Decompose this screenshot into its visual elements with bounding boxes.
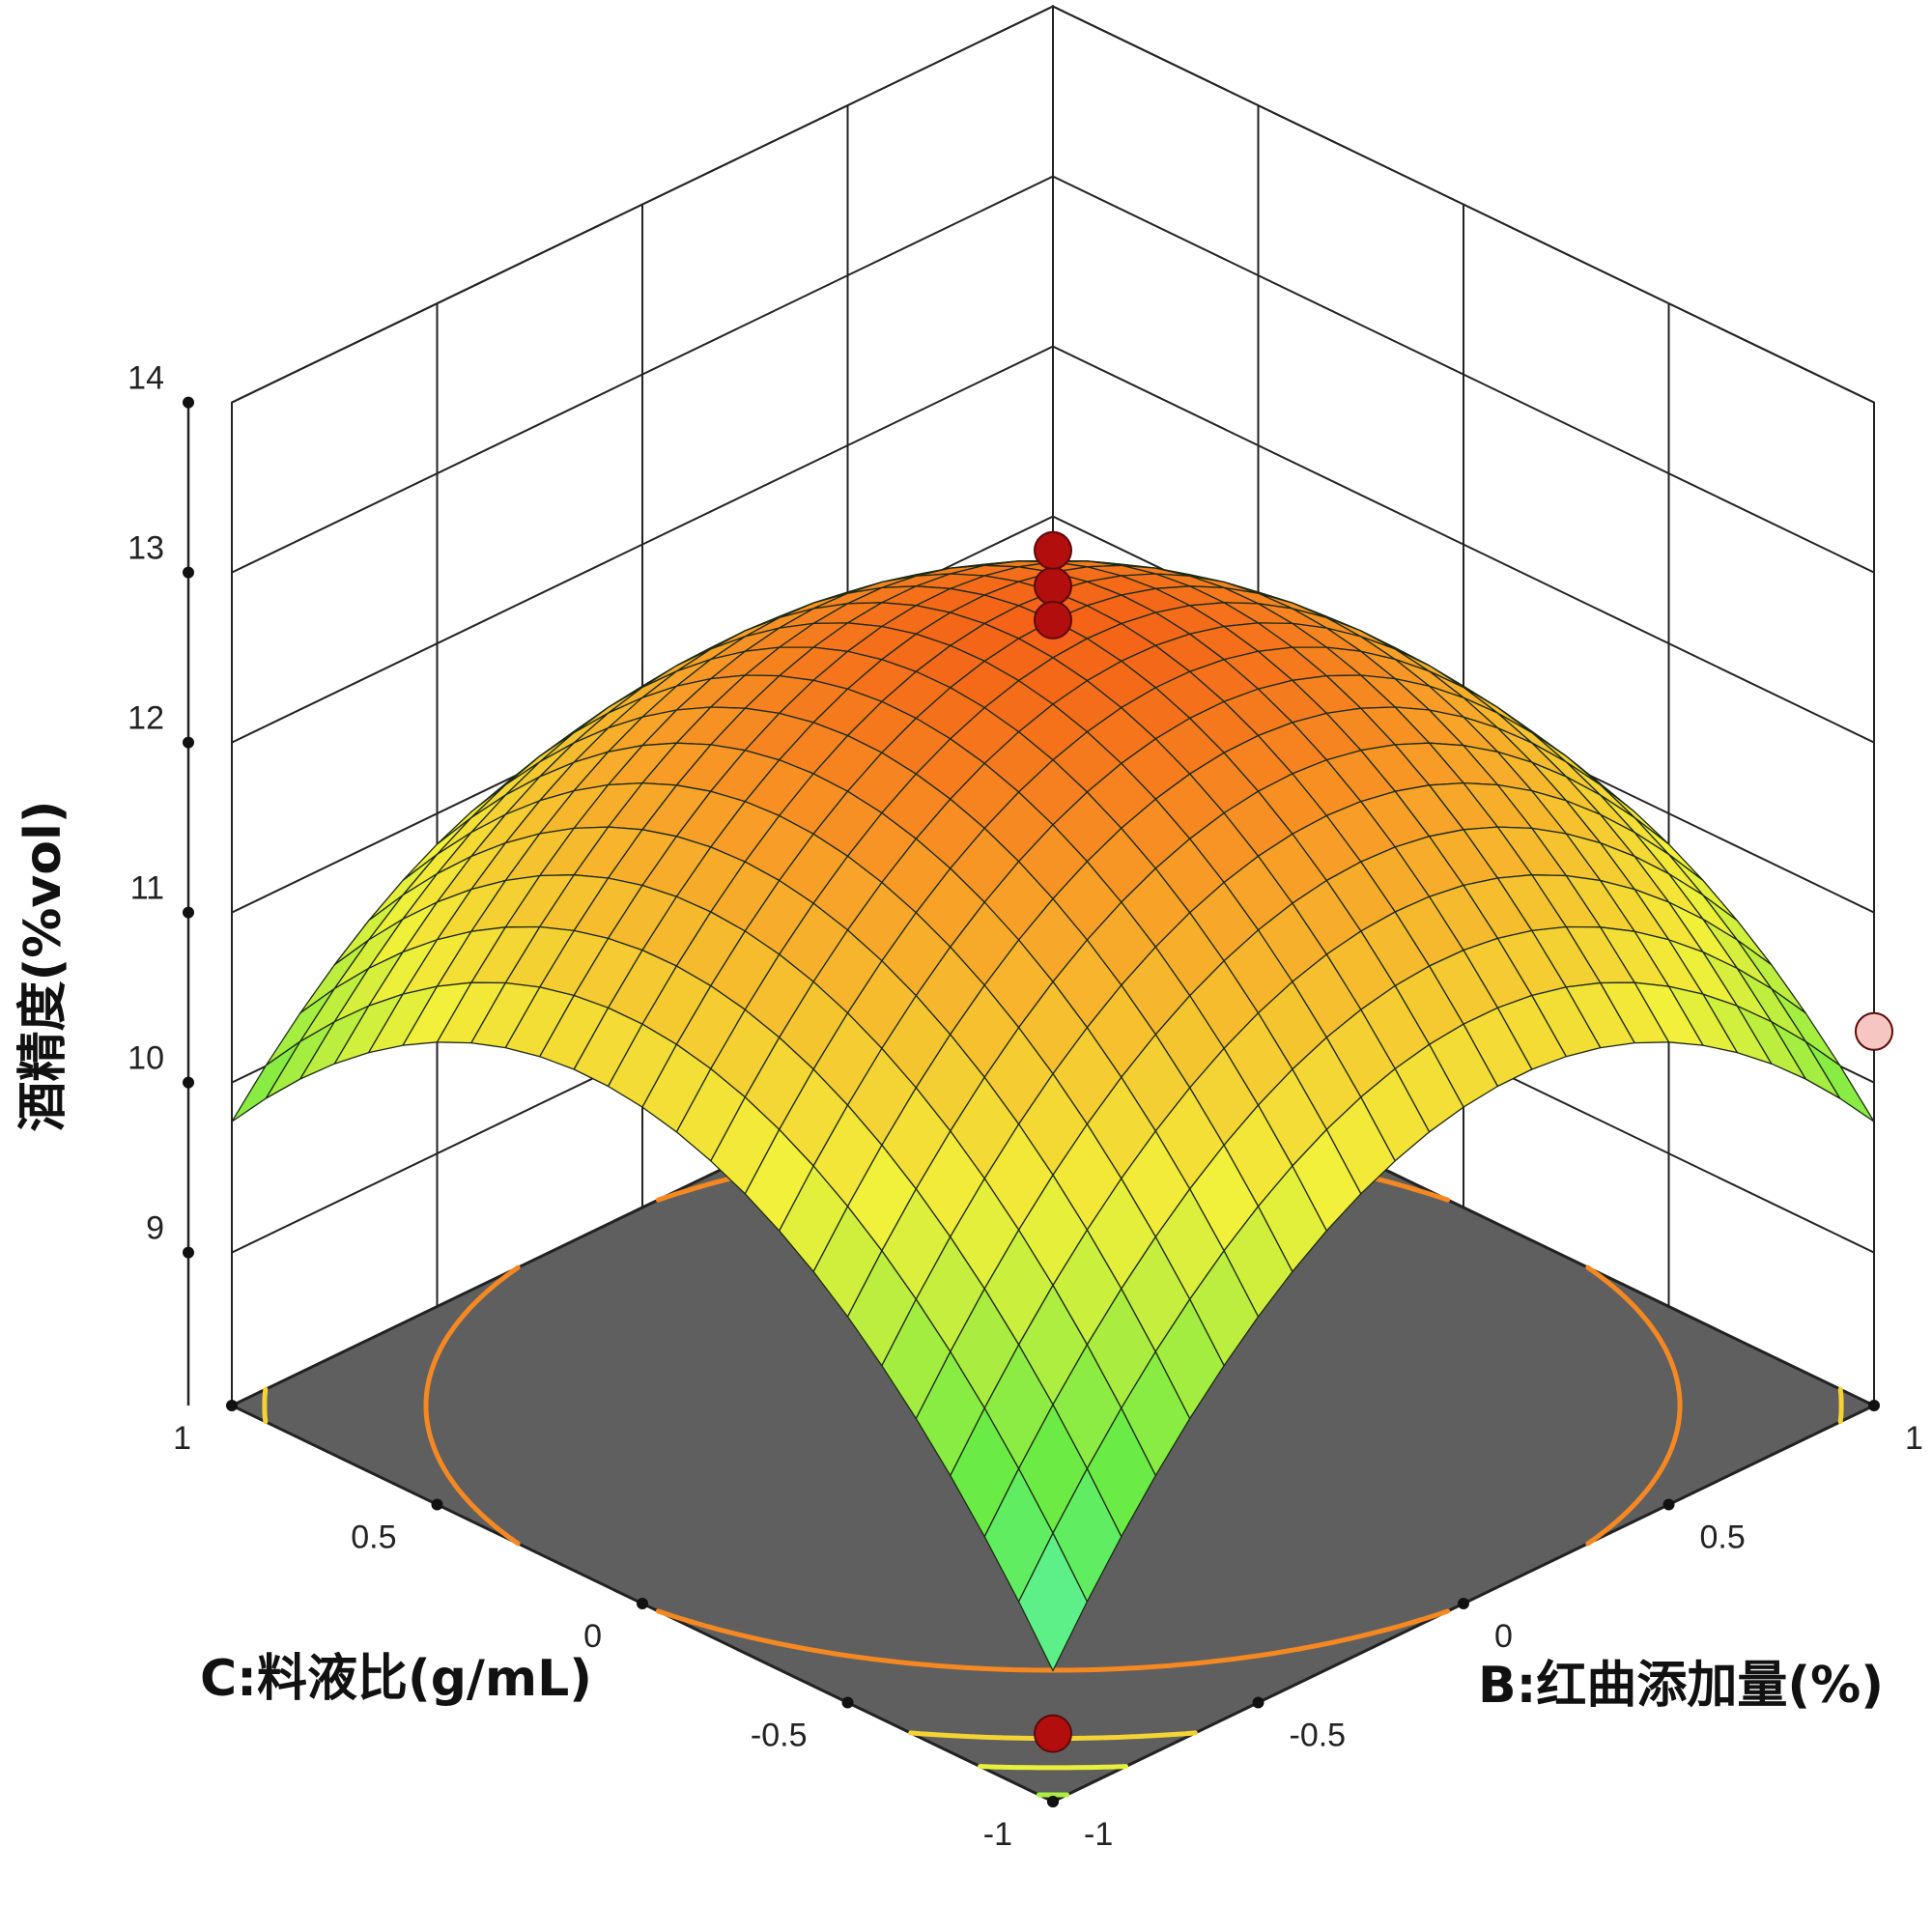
c-tick-label: 0 [583, 1618, 602, 1655]
z-tick-label: 10 [128, 1040, 164, 1077]
design-point [1855, 1011, 1893, 1051]
c-tick-mark [637, 1598, 648, 1609]
z-tick-label: 11 [130, 870, 164, 907]
z-axis-title: 酒精度(%vol) [14, 800, 72, 1131]
z-tick-mark [183, 396, 194, 409]
axes: 9 10 11 12 13 14 -1 -0.5 0 0.5 1 -1 -0.5 0 0.5 1 [128, 360, 1923, 1853]
z-tick-mark [183, 906, 194, 919]
b-tick-mark [1868, 1400, 1880, 1411]
b-tick-mark [1047, 1796, 1059, 1807]
y-axis-title: C:料液比(g/mL) [200, 1650, 592, 1708]
b-tick-mark [1252, 1696, 1264, 1709]
b-tick-label: -0.5 [1290, 1718, 1347, 1754]
b-tick-label: -1 [1084, 1816, 1113, 1853]
b-tick-label: 0.5 [1700, 1520, 1746, 1556]
b-tick-mark [1458, 1598, 1469, 1609]
b-tick-mark [1662, 1498, 1675, 1511]
z-tick-mark [183, 1076, 194, 1089]
b-tick-label: 1 [1905, 1420, 1923, 1457]
c-tick-label: 1 [173, 1420, 191, 1457]
z-tick-mark [183, 566, 194, 579]
c-tick-mark [431, 1498, 443, 1511]
c-tick-mark [226, 1400, 238, 1411]
x-axis-title: B:红曲添加量(%) [1478, 1657, 1884, 1715]
z-tick-mark [183, 736, 194, 749]
design-point [1034, 600, 1072, 639]
c-tick-label: 0.5 [351, 1520, 396, 1556]
c-tick-mark [841, 1696, 854, 1709]
z-tick-label: 14 [128, 360, 164, 397]
z-tick-label: 12 [128, 700, 164, 737]
design-point [1034, 1714, 1072, 1753]
b-tick-label: 0 [1494, 1618, 1513, 1655]
z-tick-label: 9 [146, 1210, 164, 1247]
c-tick-label: -0.5 [751, 1718, 808, 1754]
z-tick-mark [183, 1246, 194, 1259]
design-points [1034, 530, 1893, 1753]
z-tick-label: 13 [128, 530, 164, 567]
response-surface [231, 559, 1875, 1672]
design-point [1034, 566, 1072, 606]
c-tick-label: -1 [983, 1816, 1012, 1853]
design-point [1034, 530, 1072, 570]
surface-facet [1017, 1532, 1089, 1672]
